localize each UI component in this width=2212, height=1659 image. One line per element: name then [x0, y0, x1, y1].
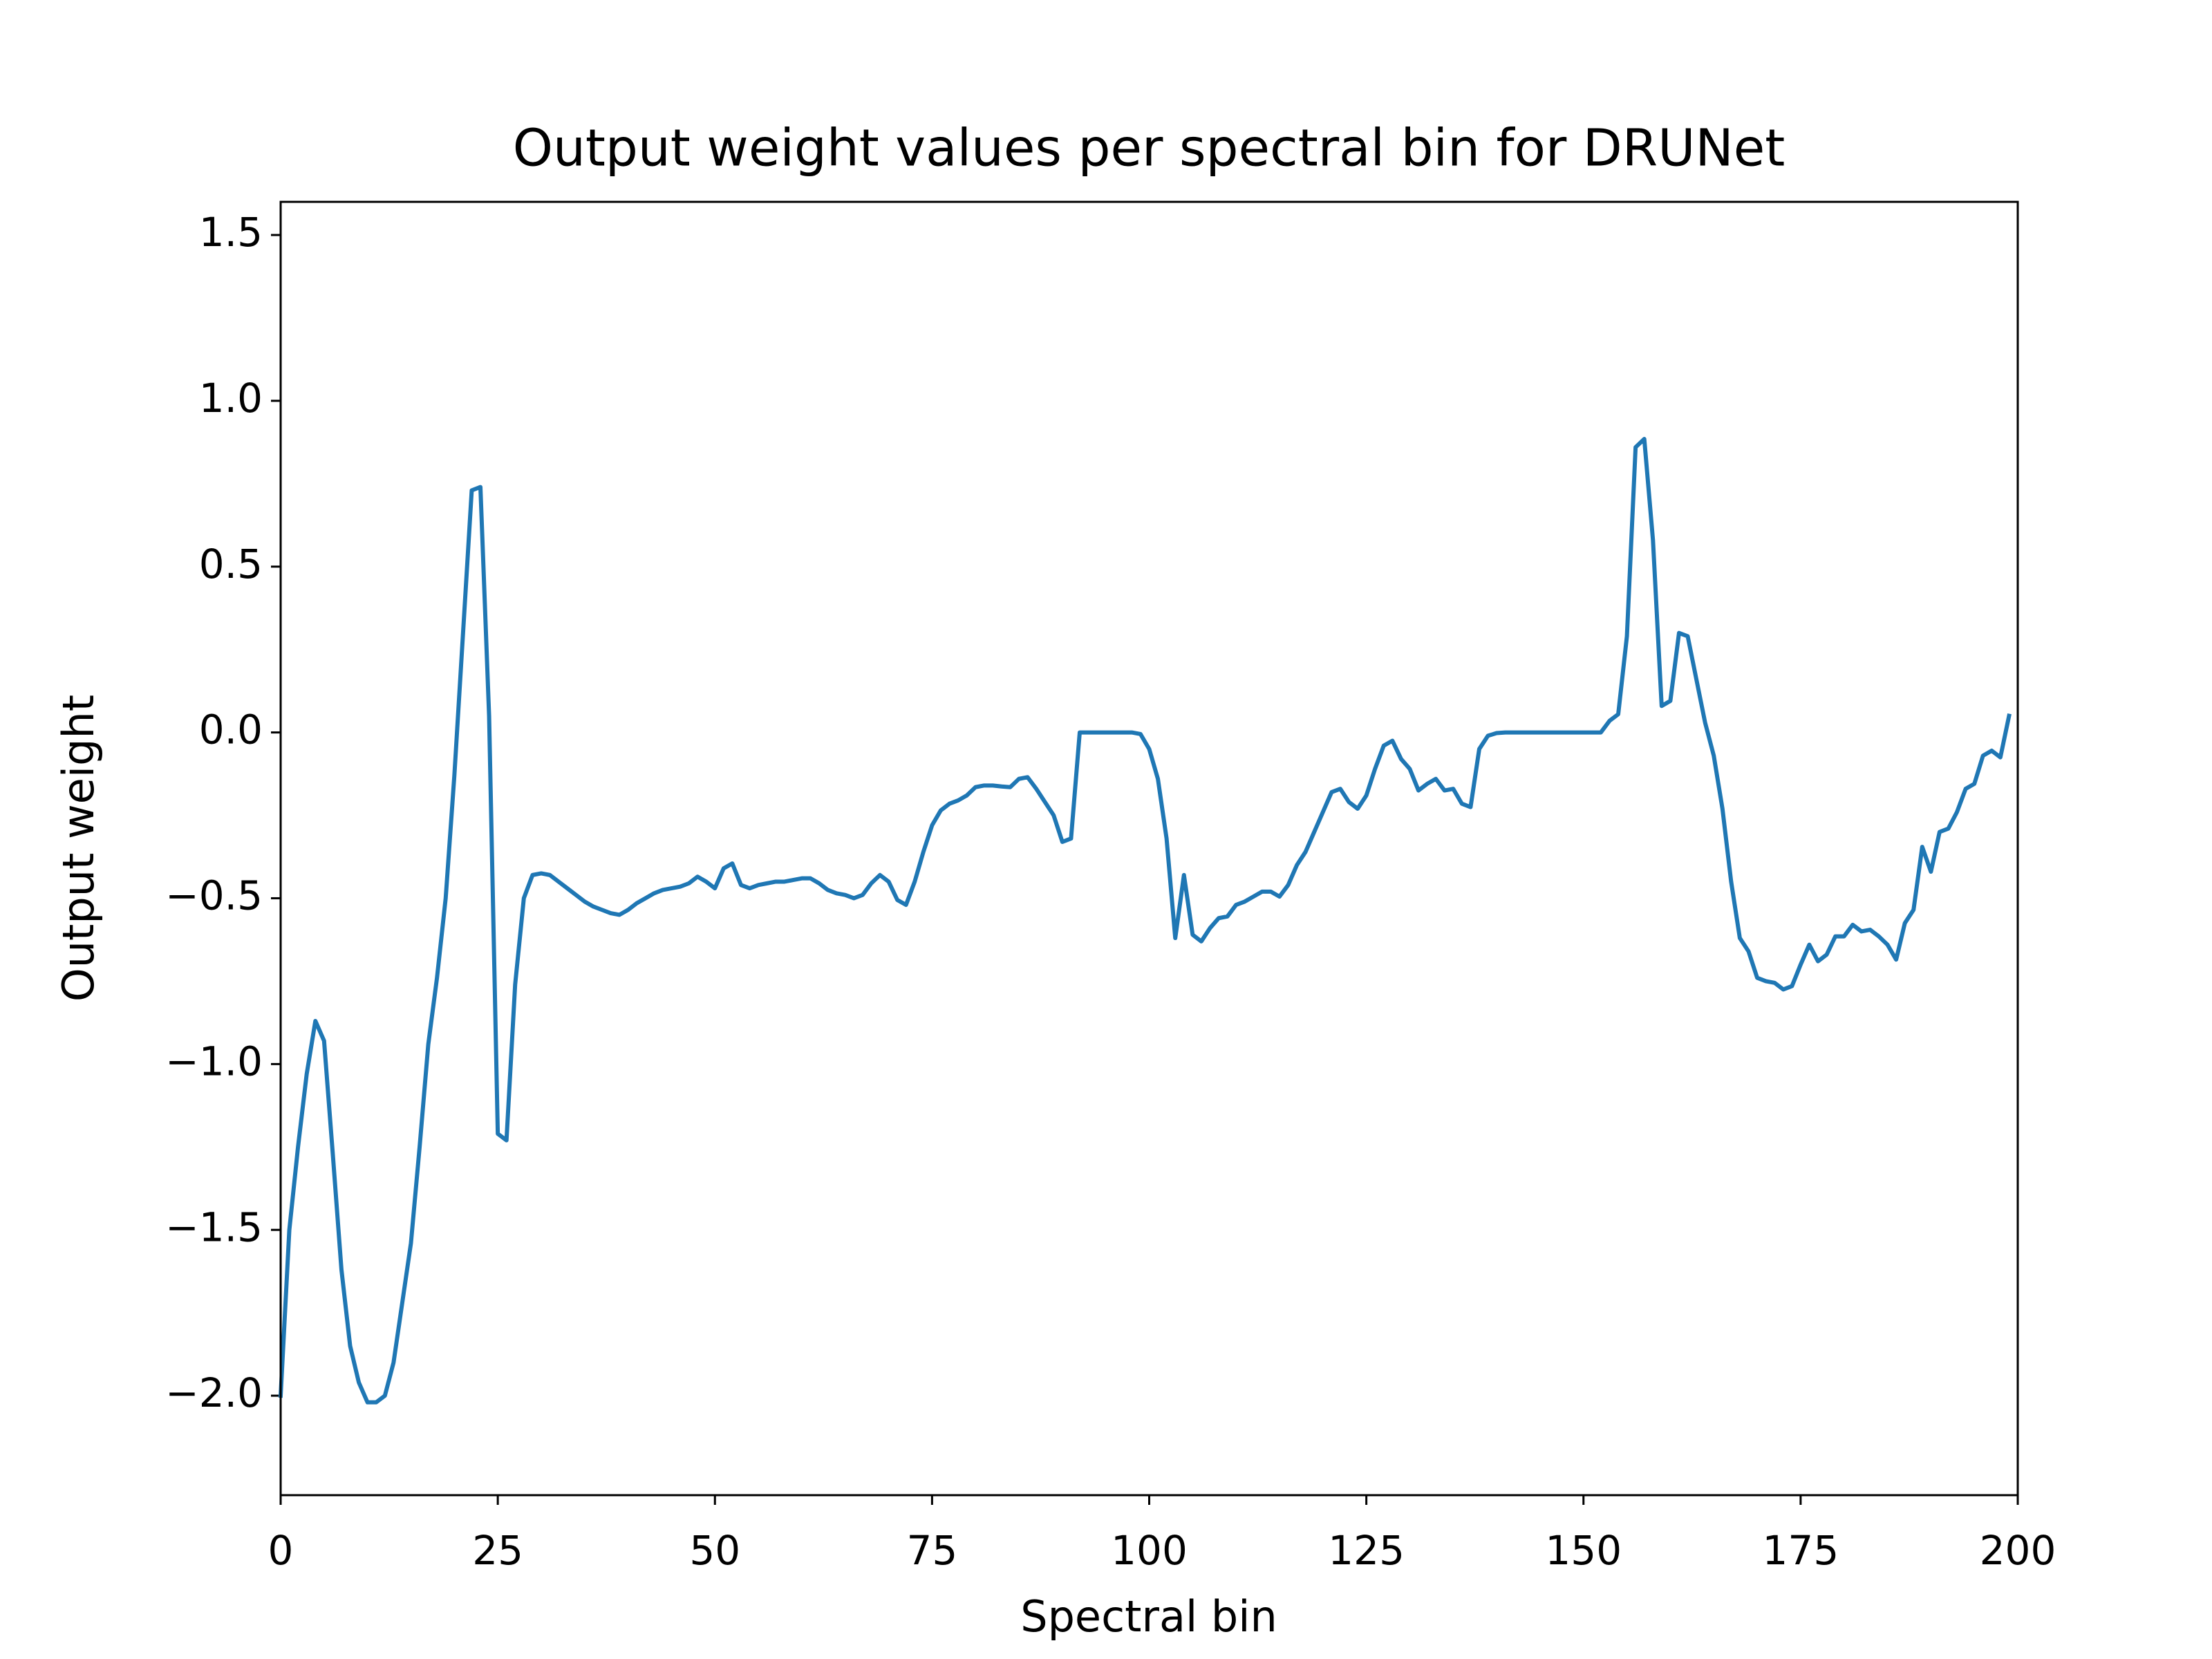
x-axis-label: Spectral bin — [1020, 1591, 1277, 1642]
x-tick-label: 25 — [472, 1527, 523, 1574]
x-tick-label: 125 — [1328, 1527, 1405, 1574]
chart-title: Output weight values per spectral bin fo… — [513, 119, 1785, 178]
y-tick-label: −2.0 — [165, 1369, 263, 1416]
y-tick-label: −1.0 — [165, 1038, 263, 1085]
x-tick-label: 175 — [1763, 1527, 1839, 1574]
y-tick-label: −0.5 — [165, 872, 263, 919]
y-tick-label: 0.5 — [199, 541, 263, 588]
y-axis-label: Output weight — [53, 695, 104, 1002]
data-line — [278, 437, 2012, 1405]
x-tick-label: 200 — [1980, 1527, 2056, 1574]
y-tick-label: 0.0 — [199, 706, 263, 753]
x-tick-label: 150 — [1545, 1527, 1622, 1574]
x-tick-label: 75 — [906, 1527, 957, 1574]
y-tick-label: −1.5 — [165, 1203, 263, 1250]
x-tick-label: 50 — [689, 1527, 740, 1574]
x-tick-label: 0 — [268, 1527, 294, 1574]
plot-frame — [279, 200, 2019, 1497]
x-tick-label: 100 — [1111, 1527, 1188, 1574]
y-tick-label: 1.5 — [199, 209, 263, 256]
y-tick-label: 1.0 — [199, 375, 263, 422]
